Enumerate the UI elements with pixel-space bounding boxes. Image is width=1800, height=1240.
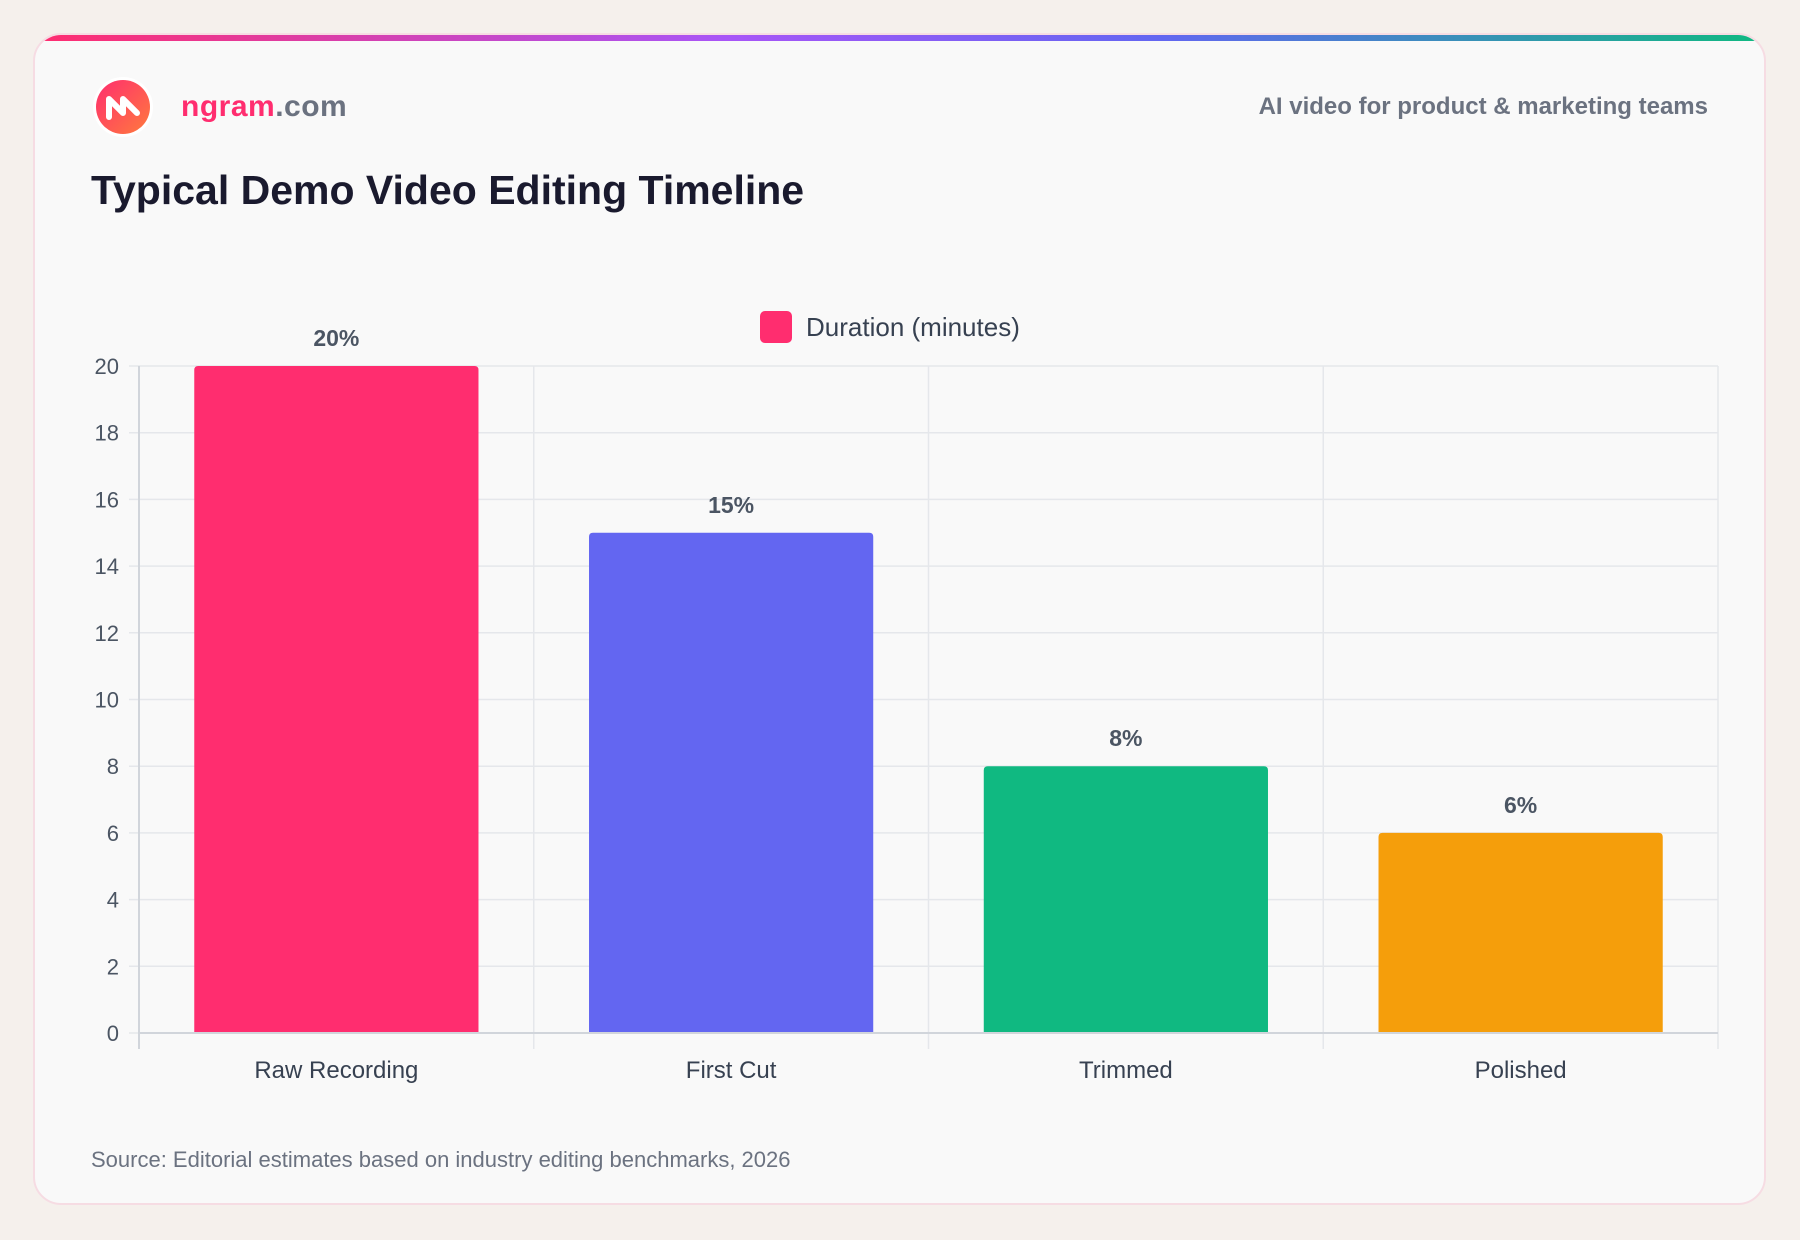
brand[interactable]: ngram.com [93, 77, 347, 137]
x-tick-label: First Cut [686, 1057, 777, 1084]
legend-swatch [760, 311, 792, 343]
source-note: Source: Editorial estimates based on ind… [91, 1147, 791, 1172]
data-label: 6% [1504, 792, 1537, 818]
ngram-logo-icon [93, 77, 153, 137]
x-tick-label: Raw Recording [254, 1057, 418, 1084]
brand-name-domain: .com [275, 90, 348, 123]
legend-label: Duration (minutes) [806, 311, 1020, 342]
bar [589, 532, 874, 1033]
y-tick-label: 2 [107, 954, 119, 979]
x-tick-label: Polished [1475, 1057, 1567, 1084]
chart-card: ngram.com AI video for product & marketi… [33, 33, 1766, 1205]
bar [194, 366, 479, 1033]
chart-title: Typical Demo Video Editing Timeline [91, 167, 805, 213]
brand-name-primary: ngram [181, 90, 276, 123]
y-tick-label: 16 [95, 487, 119, 512]
data-label: 15% [708, 492, 754, 518]
x-tick-label: Trimmed [1079, 1057, 1173, 1084]
y-tick-label: 4 [107, 888, 119, 913]
y-tick-label: 10 [95, 688, 119, 713]
y-tick-label: 18 [95, 421, 119, 446]
bar-chart: 0 2 4 6 8 10 12 14 16 18 20 20% Raw Recording 15% Firs… [95, 325, 1719, 1084]
brand-name: ngram.com [181, 90, 347, 124]
tagline: AI video for product & marketing teams [1258, 93, 1708, 120]
y-tick-label: 6 [107, 821, 119, 846]
y-tick-label: 8 [107, 754, 119, 779]
bar [1378, 832, 1663, 1033]
y-tick-label: 12 [95, 621, 119, 646]
data-label: 20% [313, 325, 359, 351]
gradient-accent-bar [35, 35, 1764, 41]
y-tick-label: 14 [95, 554, 119, 579]
data-label: 8% [1109, 725, 1142, 751]
bar [983, 766, 1268, 1033]
y-tick-label: 20 [95, 354, 119, 379]
y-tick-label: 0 [107, 1021, 119, 1046]
chart-legend[interactable]: Duration (minutes) [760, 311, 1020, 343]
